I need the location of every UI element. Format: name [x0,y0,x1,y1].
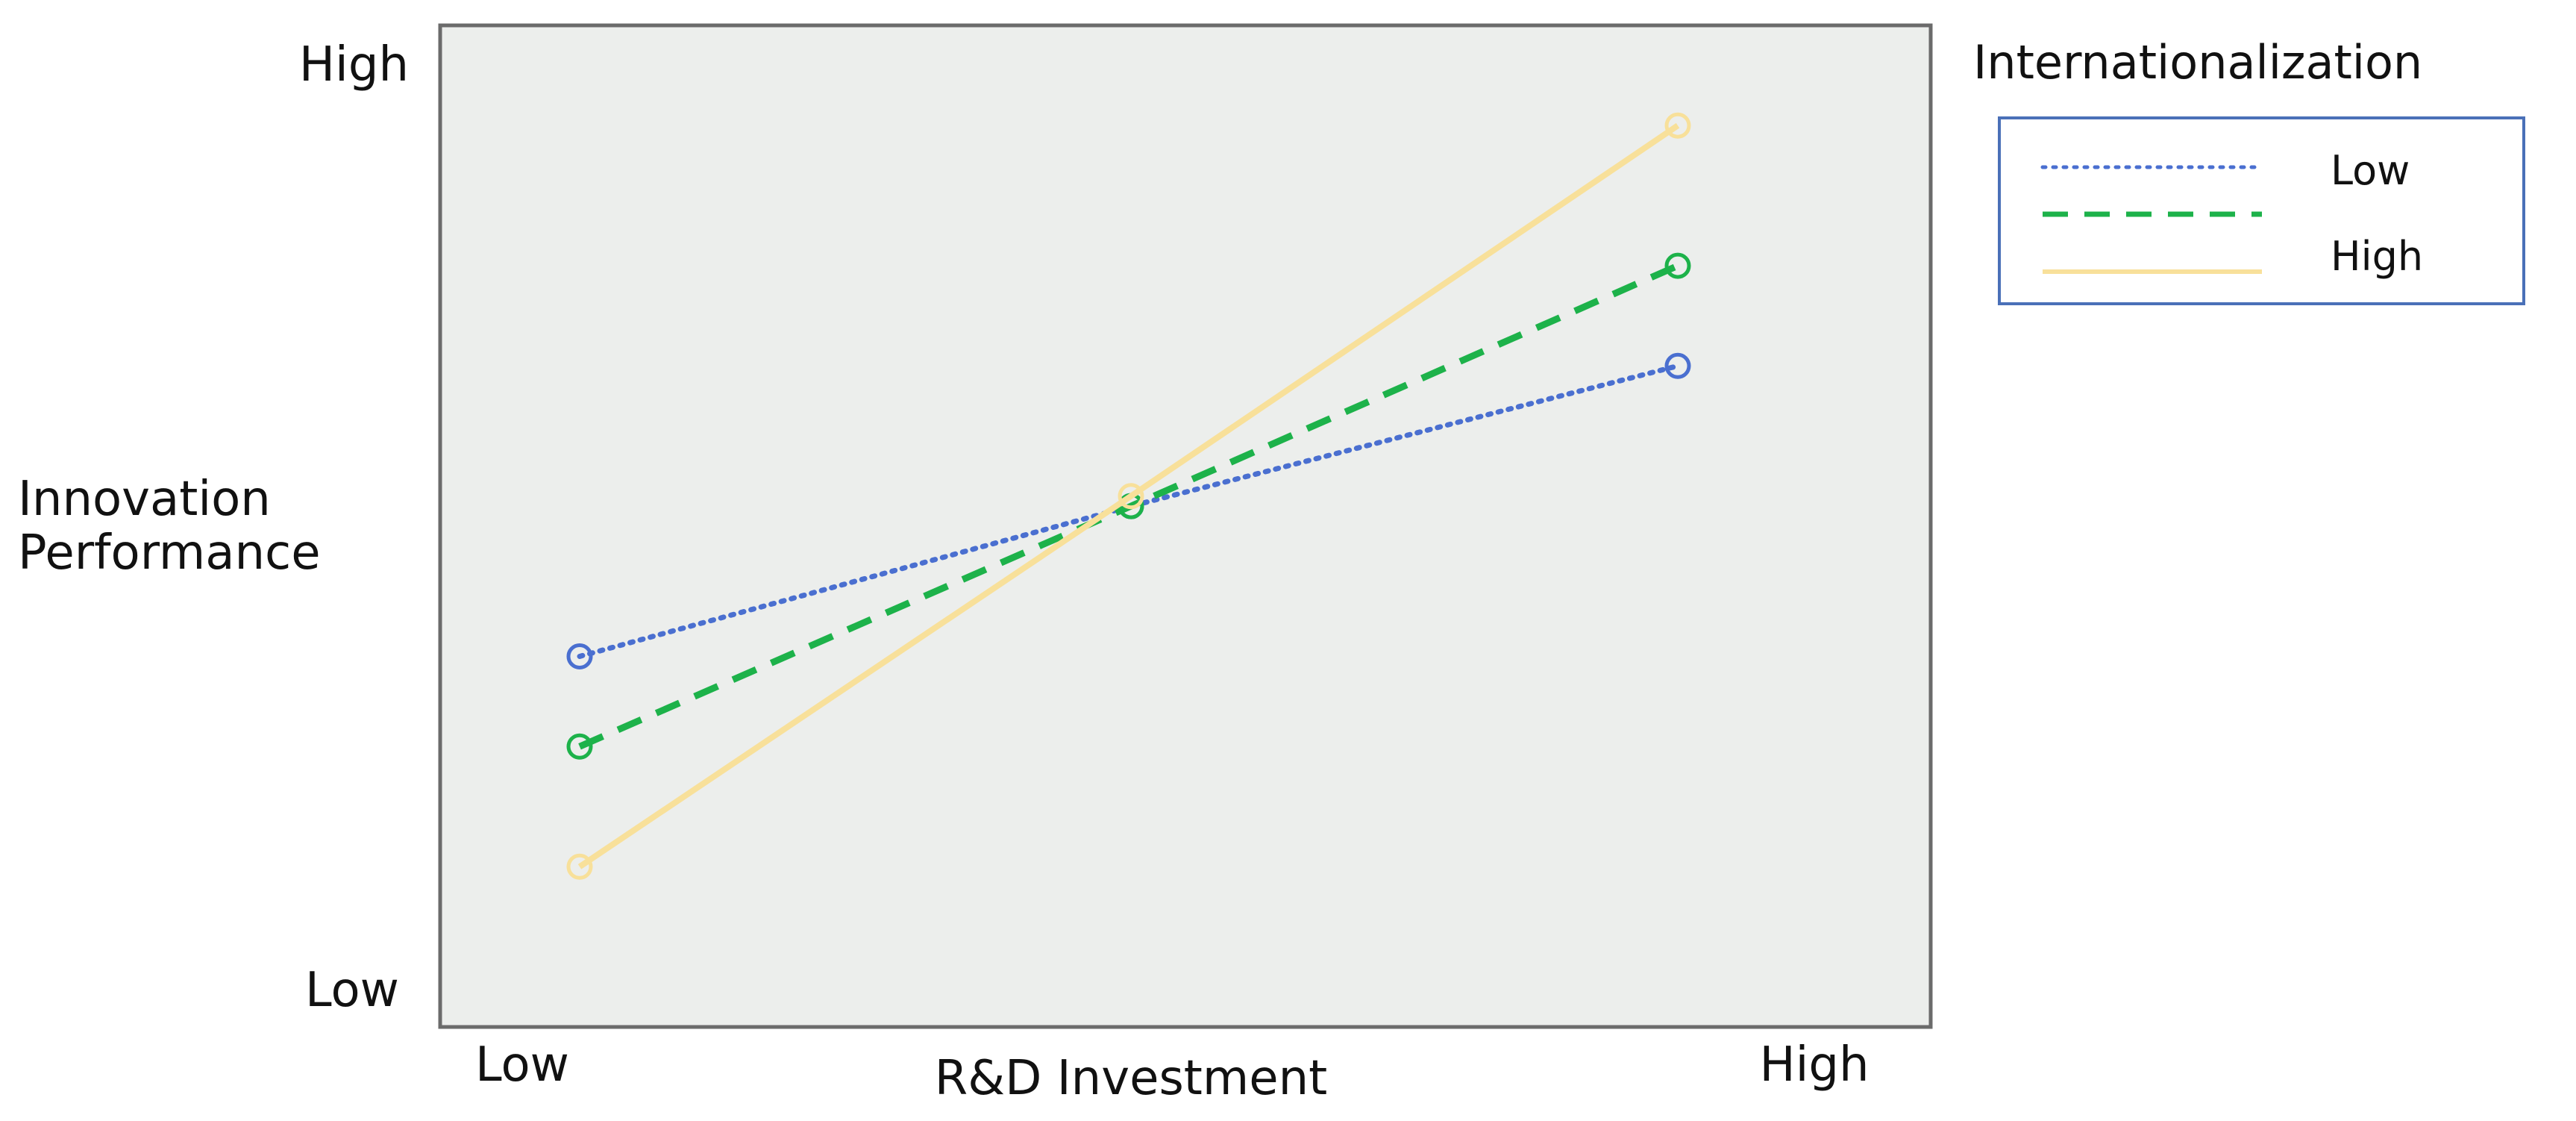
x-tick-label-high: High [1759,1037,1869,1093]
legend-box [1998,116,2525,305]
series-line-2 [577,122,1680,869]
series-line-0 [577,363,1681,659]
legend-items [2040,165,2264,274]
series-2-point-0 [566,853,593,880]
series-2-point-1 [1118,483,1144,510]
series-0-point-0 [566,643,593,669]
legend-label-low: Low [2331,147,2410,194]
plot-area [438,23,1933,1029]
y-tick-label-low: Low [305,963,399,1018]
series-0-point-2 [1664,352,1691,379]
series-1-point-2 [1664,252,1691,279]
y-axis-title-line-2: Performance [18,525,321,581]
legend-title: Internationalization [1973,35,2422,90]
y-tick-label-high: High [299,37,409,93]
series-1-point-0 [566,733,593,760]
series-group [566,112,1691,880]
x-axis-title: R&D Investment [935,1051,1328,1106]
y-axis-title-line-1: Innovation [18,472,271,527]
x-tick-label-low: Low [475,1037,569,1093]
series-2-point-2 [1664,112,1691,139]
legend-label-high: High [2331,233,2423,280]
